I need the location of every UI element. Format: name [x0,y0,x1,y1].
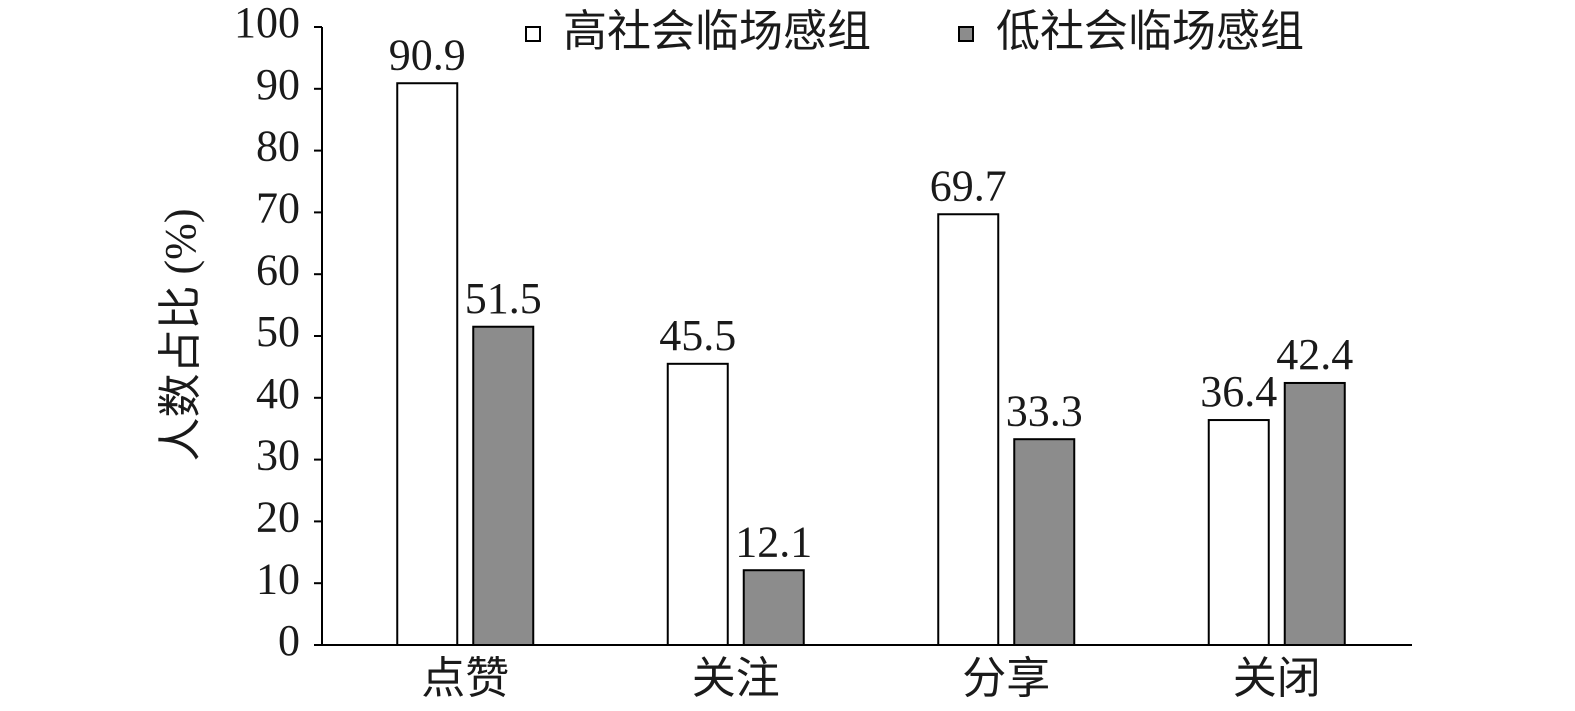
bar [396,82,459,647]
y-tick-label: 30 [256,431,300,480]
bar [1207,419,1270,646]
y-tick-label: 60 [256,245,300,294]
x-tick-label: 关闭 [1233,654,1321,703]
y-tick-label: 20 [256,492,300,541]
y-tick-label: 0 [278,616,300,665]
x-tick-label: 点赞 [421,654,509,703]
value-label: 33.3 [1006,386,1083,435]
y-tick-label: 80 [256,122,300,171]
y-tick-label: 70 [256,183,300,232]
value-label: 12.1 [735,517,812,566]
bar [937,213,1000,646]
bar [1283,381,1346,646]
value-label: 45.5 [659,311,736,360]
value-label: 42.4 [1276,330,1353,379]
value-label: 36.4 [1200,367,1277,416]
legend-swatch [525,26,541,42]
y-tick-label: 90 [256,60,300,109]
y-tick-label: 10 [256,554,300,603]
y-tick-label: 40 [256,369,300,418]
bar [666,362,729,646]
bar [1013,438,1076,646]
x-tick-label: 分享 [962,654,1050,703]
y-tick-label: 50 [256,307,300,356]
bar [472,325,535,646]
value-label: 69.7 [930,161,1007,210]
legend-swatch [958,26,974,42]
value-label: 90.9 [389,30,466,79]
value-label: 51.5 [465,274,542,323]
bar [742,569,805,646]
y-tick-label: 100 [234,0,300,47]
x-tick-label: 关注 [692,654,780,703]
legend-label: 高社会临场感组 [563,7,871,56]
legend-label: 低社会临场感组 [996,7,1304,56]
y-axis-label: 人数占比 (%) [156,209,205,462]
